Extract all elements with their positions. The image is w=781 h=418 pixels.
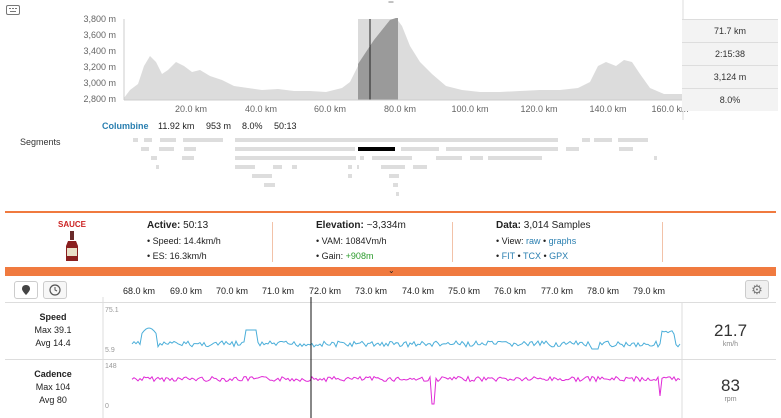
y-tick: 3,000 m — [83, 78, 116, 88]
cadence-value: 83 rpm — [721, 376, 740, 403]
y-tick: 2,800 m — [83, 94, 116, 104]
column-divider — [272, 222, 273, 262]
column-divider — [452, 222, 453, 262]
timeline-tick: 75.0 km — [447, 286, 480, 296]
row-divider — [5, 359, 776, 360]
timeline-tick: 77.0 km — [540, 286, 573, 296]
x-tick: 140.0 km — [589, 104, 627, 114]
sauce-bottle-icon — [66, 231, 78, 261]
timeline-tick: 71.0 km — [261, 286, 294, 296]
x-tick: 100.0 km — [451, 104, 489, 114]
cadence-label: Cadence Max 104 Avg 80 — [34, 369, 72, 405]
data-exports: • FIT • TCX • GPX — [496, 251, 569, 261]
elevation-profile-area — [124, 18, 682, 100]
gpx-link[interactable]: GPX — [549, 251, 569, 261]
data-title: Data: 3,014 Samples — [496, 220, 591, 231]
segment-grade: 8.0% — [242, 121, 263, 131]
segment-time: 50:13 — [274, 121, 297, 131]
speed-scale-max: 75.1 — [105, 307, 119, 314]
selection-time: 2:15:38 — [682, 42, 778, 65]
tab-map[interactable] — [14, 281, 38, 299]
y-tick: 3,800 m — [83, 14, 116, 24]
elevation-vam: • VAM: 1084Vm/h — [316, 236, 387, 246]
raw-link[interactable]: raw — [526, 236, 541, 246]
segment-elevation: 953 m — [206, 121, 232, 131]
timeline-tick: 68.0 km — [122, 286, 155, 296]
chevron-down-icon[interactable]: ⌄ — [388, 266, 395, 275]
map-pin-icon — [22, 285, 30, 295]
keyboard-icon[interactable] — [6, 5, 20, 15]
x-tick: 120.0 km — [520, 104, 558, 114]
selection-distance: 71.7 km — [682, 19, 778, 42]
segment-name[interactable]: Columbine — [102, 121, 149, 131]
timeline-tick: 76.0 km — [493, 286, 526, 296]
active-segment-bar — [358, 147, 395, 151]
y-tick: 3,600 m — [83, 30, 116, 40]
speed-value: 21.7 km/h — [713, 321, 748, 348]
column-divider — [662, 222, 663, 262]
timeline-tick: 79.0 km — [632, 286, 665, 296]
graphs-link[interactable]: graphs — [548, 236, 577, 246]
cadence-line — [131, 375, 681, 405]
x-tick: 40.0 km — [244, 104, 277, 114]
timeline-divider — [5, 302, 776, 303]
timeline-tick: 69.0 km — [169, 286, 202, 296]
y-tick: 3,400 m — [83, 46, 116, 56]
selection-elevation: 3,124 m — [682, 65, 778, 88]
clock-icon — [49, 284, 61, 296]
sauce-logo: SAUCE — [58, 220, 87, 229]
panel-top-border — [5, 211, 776, 213]
timeline-tick: 78.0 km — [586, 286, 619, 296]
tab-time[interactable] — [43, 281, 67, 299]
selection-grade: 8.0% — [682, 88, 778, 111]
data-view: • View: raw • graphs — [496, 236, 577, 246]
timeline-tick: 72.0 km — [308, 286, 341, 296]
elevation-title: Elevation: ~3,334m — [316, 220, 406, 231]
active-es: • ES: 16.3km/h — [147, 251, 207, 261]
x-tick: 160.0 km — [651, 104, 689, 114]
y-tick: 3,200 m — [83, 62, 116, 72]
active-title: Active: 50:13 — [147, 220, 209, 231]
x-tick: 80.0 km — [383, 104, 416, 114]
top-drag-handle[interactable]: ═ — [388, 0, 394, 6]
info-panel — [5, 213, 776, 267]
segments-label: Segments — [20, 137, 61, 147]
timeline-tick: 73.0 km — [354, 286, 387, 296]
elevation-gain: • Gain: +908m — [316, 251, 374, 261]
timeline-tick: 74.0 km — [401, 286, 434, 296]
cadence-scale-max: 148 — [105, 363, 117, 370]
expand-bar[interactable]: ⌄ — [5, 266, 776, 276]
cadence-scale-min: 0 — [105, 403, 109, 410]
speed-scale-min: 5.9 — [105, 347, 115, 354]
x-tick: 60.0 km — [313, 104, 346, 114]
settings-gear-icon[interactable]: ⚙ — [745, 280, 769, 299]
segment-distance: 11.92 km — [158, 121, 195, 131]
active-speed: • Speed: 14.4km/h — [147, 236, 221, 246]
timeline-tick: 70.0 km — [215, 286, 248, 296]
tcx-link[interactable]: TCX — [523, 251, 541, 261]
speed-label: Speed Max 39.1 Avg 14.4 — [34, 312, 72, 348]
x-tick: 20.0 km — [174, 104, 207, 114]
speed-line — [131, 327, 681, 350]
fit-link[interactable]: FIT — [501, 251, 515, 261]
